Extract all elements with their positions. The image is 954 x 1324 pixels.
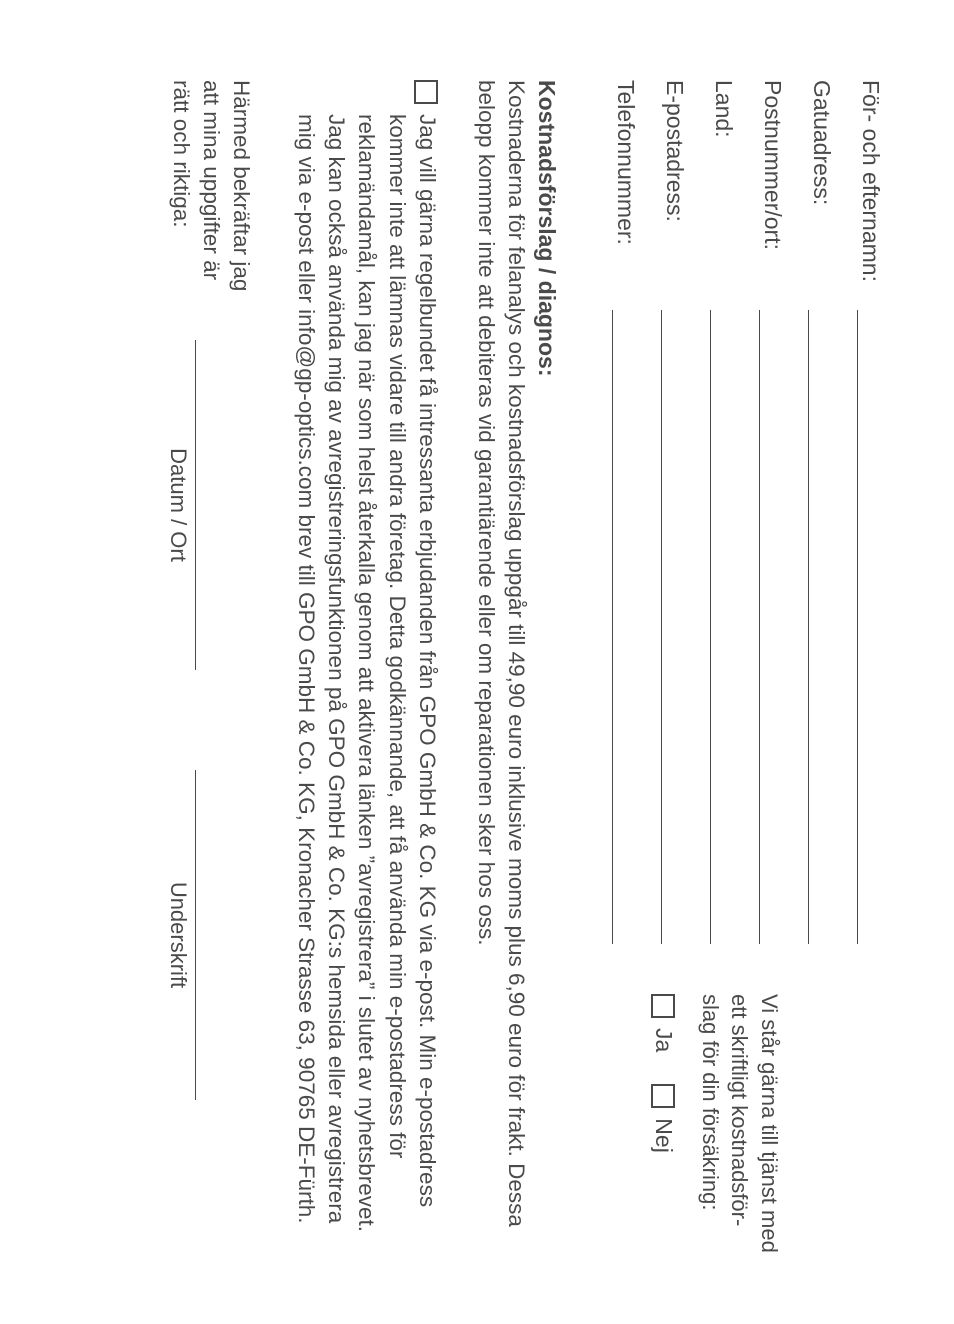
yes-label: Ja xyxy=(650,1028,677,1052)
street-label: Gatuadress: xyxy=(808,80,835,310)
signature-section: Härmed bekräftar jag att mina uppgifter … xyxy=(165,80,256,1254)
postal-input-line[interactable] xyxy=(759,310,783,944)
cost-section: Kostnadsförslag / diagnos: Kostnaderna f… xyxy=(470,80,560,1254)
email-label: E-postadress: xyxy=(661,80,688,310)
form-fields-column: För- och efternamn: Gatuadress: Postnumm… xyxy=(590,80,884,944)
country-row: Land: xyxy=(710,80,737,944)
consent-body: Jag vill gärna regelbundet få intressant… xyxy=(290,114,442,1254)
cost-body: Kostnaderna för felanalys och kostnadsfö… xyxy=(470,80,531,1254)
quote-checkbox-row: Ja Nej xyxy=(650,994,677,1254)
name-label: För- och efternamn: xyxy=(857,80,884,310)
quote-box: Vi står gärna till tjänst med ett skrift… xyxy=(590,994,884,1254)
email-row: E-postadress: xyxy=(661,80,688,944)
phone-input-line[interactable] xyxy=(612,310,636,944)
name-input-line[interactable] xyxy=(857,310,881,944)
sign-label: Underskrift xyxy=(165,882,191,988)
yes-checkbox[interactable] xyxy=(651,994,675,1018)
quote-text: Vi står gärna till tjänst med ett skrift… xyxy=(695,994,784,1254)
name-row: För- och efternamn: xyxy=(857,80,884,944)
country-input-line[interactable] xyxy=(710,310,734,944)
no-checkbox[interactable] xyxy=(651,1084,675,1108)
phone-label: Telefonnummer: xyxy=(612,80,639,310)
no-label: Nej xyxy=(650,1118,677,1153)
cost-title: Kostnadsförslag / diagnos: xyxy=(533,80,560,1254)
street-input-line[interactable] xyxy=(808,310,832,944)
postal-row: Postnummer/ort: xyxy=(759,80,786,944)
sign-field: Underskrift xyxy=(165,770,219,1100)
date-field: Datum / Ort xyxy=(165,340,219,670)
date-label: Datum / Ort xyxy=(165,448,191,562)
country-label: Land: xyxy=(710,80,737,310)
consent-checkbox[interactable] xyxy=(414,80,438,104)
phone-row: Telefonnummer: xyxy=(612,80,639,944)
street-row: Gatuadress: xyxy=(808,80,835,944)
email-input-line[interactable] xyxy=(661,310,685,944)
date-input-line[interactable] xyxy=(195,340,219,670)
signature-confirm-text: Härmed bekräftar jag att mina uppgifter … xyxy=(165,80,256,310)
sign-input-line[interactable] xyxy=(195,770,219,1100)
consent-section: Jag vill gärna regelbundet få intressant… xyxy=(290,80,442,1254)
postal-label: Postnummer/ort: xyxy=(759,80,786,310)
